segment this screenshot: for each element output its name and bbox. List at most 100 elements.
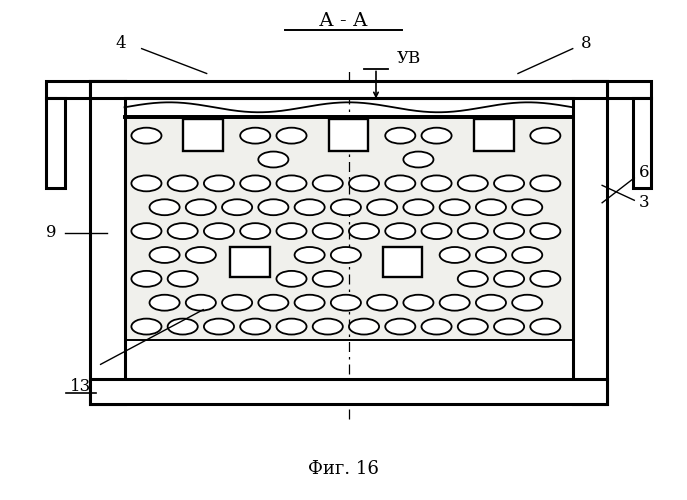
Ellipse shape [276,271,306,287]
Ellipse shape [131,271,161,287]
Ellipse shape [168,318,198,334]
Bar [633,98,651,188]
Ellipse shape [403,200,433,215]
Bar [124,117,573,340]
Bar [46,98,65,188]
Ellipse shape [349,223,379,239]
Ellipse shape [349,318,379,334]
Bar [46,81,124,98]
Ellipse shape [440,294,470,310]
Ellipse shape [385,223,416,239]
Ellipse shape [131,318,161,334]
Ellipse shape [185,247,216,263]
Text: 9: 9 [46,224,56,241]
Ellipse shape [150,200,179,215]
Ellipse shape [276,176,306,192]
Ellipse shape [150,247,179,263]
Bar [46,98,65,188]
Ellipse shape [222,200,252,215]
Ellipse shape [168,176,198,192]
Ellipse shape [458,318,488,334]
Ellipse shape [367,200,397,215]
Bar [573,81,607,404]
Ellipse shape [494,176,524,192]
Ellipse shape [349,176,379,192]
Ellipse shape [276,128,306,144]
Text: 4: 4 [116,35,126,52]
Ellipse shape [458,271,488,287]
Text: УВ: УВ [396,50,420,67]
Ellipse shape [513,247,542,263]
Ellipse shape [222,294,252,310]
Ellipse shape [385,318,416,334]
Ellipse shape [313,223,343,239]
Ellipse shape [131,128,161,144]
Text: 13: 13 [69,378,91,395]
Ellipse shape [258,294,289,310]
Bar [183,118,223,151]
Ellipse shape [476,294,506,310]
Ellipse shape [422,128,451,144]
Ellipse shape [530,271,561,287]
Ellipse shape [295,247,325,263]
Ellipse shape [185,294,216,310]
Ellipse shape [440,200,470,215]
Ellipse shape [494,271,524,287]
Text: 8: 8 [581,35,592,52]
Ellipse shape [403,294,433,310]
Ellipse shape [440,247,470,263]
Ellipse shape [458,176,488,192]
Ellipse shape [331,294,361,310]
Text: Фиг. 16: Фиг. 16 [308,460,379,478]
Ellipse shape [530,128,561,144]
Ellipse shape [276,318,306,334]
Ellipse shape [131,223,161,239]
Bar [383,248,423,278]
Ellipse shape [513,200,542,215]
Ellipse shape [403,152,433,168]
Text: А - А: А - А [319,12,368,30]
Ellipse shape [331,200,361,215]
Ellipse shape [240,223,270,239]
Ellipse shape [204,176,234,192]
Bar [90,380,607,404]
Ellipse shape [150,294,179,310]
Ellipse shape [458,223,488,239]
Ellipse shape [295,294,325,310]
Ellipse shape [422,176,451,192]
Ellipse shape [258,200,289,215]
Ellipse shape [313,318,343,334]
Bar [90,81,124,404]
Ellipse shape [240,176,270,192]
Ellipse shape [476,247,506,263]
Ellipse shape [240,128,270,144]
Text: 3: 3 [639,194,650,212]
Ellipse shape [204,223,234,239]
Ellipse shape [530,223,561,239]
Bar [46,81,124,98]
Ellipse shape [240,318,270,334]
Ellipse shape [258,152,289,168]
Ellipse shape [168,223,198,239]
Ellipse shape [385,176,416,192]
Ellipse shape [513,294,542,310]
Ellipse shape [530,176,561,192]
Ellipse shape [494,223,524,239]
Ellipse shape [185,200,216,215]
Bar [573,81,607,404]
Ellipse shape [276,223,306,239]
Ellipse shape [204,318,234,334]
Ellipse shape [476,200,506,215]
Bar [475,118,514,151]
Ellipse shape [422,223,451,239]
Bar [90,81,607,98]
Ellipse shape [295,200,325,215]
Text: 6: 6 [640,164,650,182]
Bar [90,380,607,404]
Bar [329,118,368,151]
Ellipse shape [131,176,161,192]
Bar [90,81,124,404]
Bar [230,248,270,278]
Bar [573,81,651,98]
Ellipse shape [422,318,451,334]
